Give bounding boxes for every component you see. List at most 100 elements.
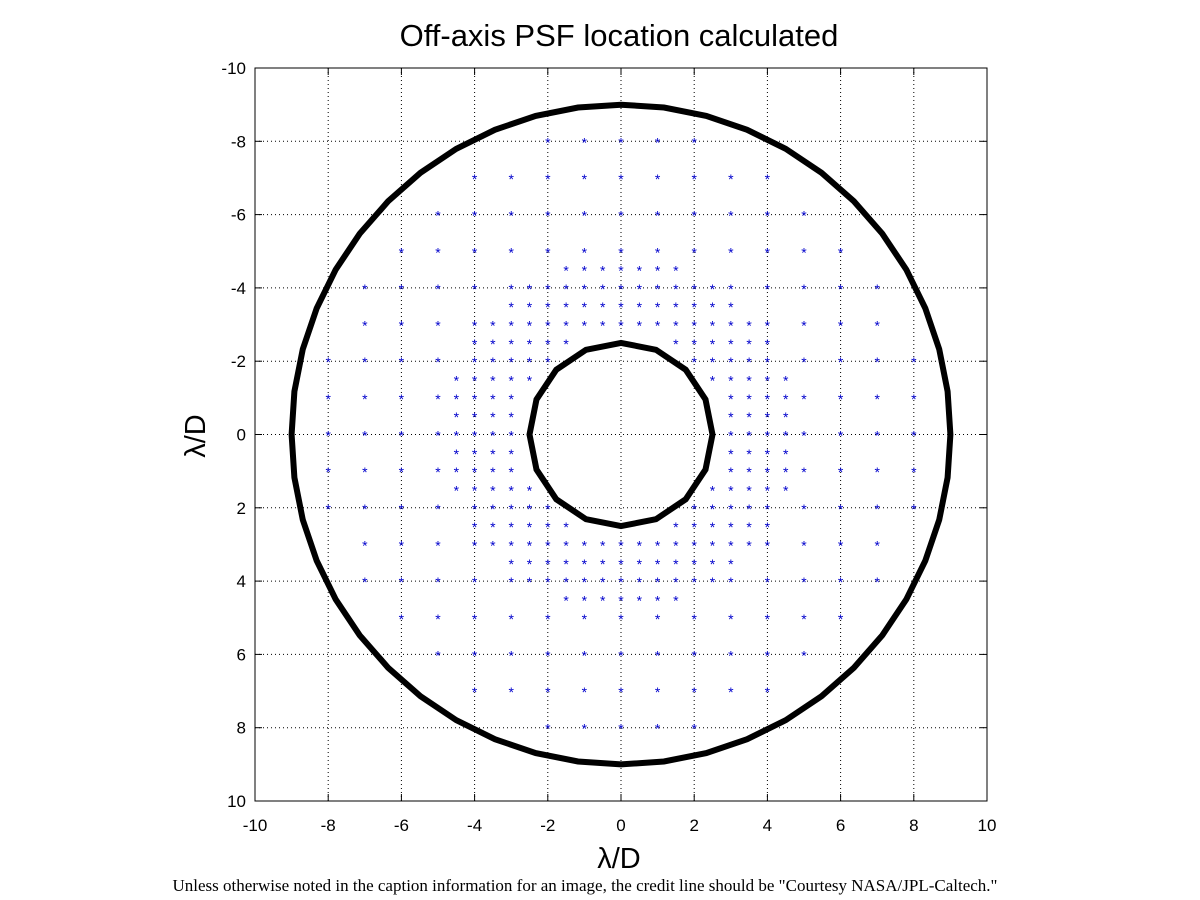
psf-point: * bbox=[673, 592, 679, 608]
psf-point: * bbox=[545, 281, 551, 297]
x-tick-label: 0 bbox=[616, 816, 625, 835]
psf-point: * bbox=[637, 592, 643, 608]
psf-point: * bbox=[691, 281, 697, 297]
psf-point: * bbox=[527, 574, 533, 590]
psf-point: * bbox=[691, 611, 697, 627]
y-tick-label: 10 bbox=[227, 792, 246, 811]
psf-point: * bbox=[563, 263, 569, 279]
psf-point: * bbox=[728, 611, 734, 627]
psf-point: * bbox=[582, 244, 588, 260]
psf-point: * bbox=[801, 281, 807, 297]
psf-point: * bbox=[801, 428, 807, 444]
psf-point: * bbox=[673, 299, 679, 315]
psf-point: * bbox=[783, 464, 789, 480]
y-tick-label: -8 bbox=[231, 132, 246, 151]
psf-point: * bbox=[527, 519, 533, 535]
psf-point: * bbox=[874, 281, 880, 297]
psf-point: * bbox=[618, 611, 624, 627]
psf-point: * bbox=[673, 574, 679, 590]
psf-point: * bbox=[874, 318, 880, 334]
psf-point: * bbox=[435, 464, 441, 480]
psf-point: * bbox=[838, 611, 844, 627]
psf-point: * bbox=[582, 592, 588, 608]
psf-point: * bbox=[765, 537, 771, 553]
psf-point: * bbox=[490, 428, 496, 444]
psf-point: * bbox=[325, 354, 331, 370]
psf-point: * bbox=[637, 281, 643, 297]
psf-point: * bbox=[765, 391, 771, 407]
x-tick-label: -2 bbox=[540, 816, 555, 835]
psf-point: * bbox=[563, 574, 569, 590]
psf-point: * bbox=[728, 647, 734, 663]
psf-point: * bbox=[545, 556, 551, 572]
psf-point: * bbox=[435, 354, 441, 370]
psf-point: * bbox=[490, 482, 496, 498]
psf-point: * bbox=[618, 263, 624, 279]
psf-point: * bbox=[673, 336, 679, 352]
psf-point: * bbox=[710, 574, 716, 590]
psf-point: * bbox=[838, 428, 844, 444]
psf-point: * bbox=[508, 409, 514, 425]
axis-ticks: -10 -8 -6 -4 -2 0 2 4 6 8 10 -10 -8 -6 -4 -2 0 2 4 6 8 10 bbox=[221, 59, 996, 835]
psf-point: * bbox=[618, 574, 624, 590]
psf-point: * bbox=[472, 208, 478, 224]
psf-point: * bbox=[691, 171, 697, 187]
psf-point: * bbox=[783, 391, 789, 407]
x-tick-label: -4 bbox=[467, 816, 482, 835]
psf-point: * bbox=[728, 556, 734, 572]
psf-point: * bbox=[673, 537, 679, 553]
psf-point: * bbox=[637, 556, 643, 572]
psf-point: * bbox=[874, 391, 880, 407]
psf-point: * bbox=[691, 134, 697, 150]
psf-point: * bbox=[728, 299, 734, 315]
psf-point: * bbox=[472, 171, 478, 187]
psf-point: * bbox=[655, 611, 661, 627]
psf-point: * bbox=[746, 482, 752, 498]
psf-point: * bbox=[508, 391, 514, 407]
psf-point: * bbox=[508, 647, 514, 663]
psf-point: * bbox=[527, 354, 533, 370]
psf-point: * bbox=[746, 409, 752, 425]
psf-point: * bbox=[783, 428, 789, 444]
psf-point: * bbox=[728, 354, 734, 370]
psf-point: * bbox=[746, 318, 752, 334]
psf-point: * bbox=[600, 574, 606, 590]
psf-point: * bbox=[801, 574, 807, 590]
psf-point: * bbox=[472, 647, 478, 663]
psf-point: * bbox=[637, 263, 643, 279]
psf-point: * bbox=[911, 464, 917, 480]
psf-point: * bbox=[637, 299, 643, 315]
psf-point: * bbox=[765, 318, 771, 334]
psf-point: * bbox=[454, 391, 460, 407]
x-tick-label: 10 bbox=[978, 816, 997, 835]
psf-point: * bbox=[435, 611, 441, 627]
psf-point: * bbox=[838, 244, 844, 260]
psf-point: * bbox=[911, 391, 917, 407]
psf-point: * bbox=[362, 464, 368, 480]
psf-point: * bbox=[801, 318, 807, 334]
psf-point: * bbox=[874, 501, 880, 517]
psf-point: * bbox=[399, 464, 405, 480]
x-tick-label: -8 bbox=[321, 816, 336, 835]
psf-point: * bbox=[838, 464, 844, 480]
psf-point: * bbox=[545, 336, 551, 352]
psf-point: * bbox=[765, 501, 771, 517]
psf-point: * bbox=[399, 574, 405, 590]
psf-point: * bbox=[472, 318, 478, 334]
psf-point: * bbox=[545, 519, 551, 535]
psf-point: * bbox=[508, 318, 514, 334]
psf-point: * bbox=[673, 263, 679, 279]
psf-point: * bbox=[728, 537, 734, 553]
psf-point: * bbox=[435, 428, 441, 444]
psf-point: * bbox=[655, 134, 661, 150]
psf-point: * bbox=[728, 409, 734, 425]
psf-point: * bbox=[472, 373, 478, 389]
psf-point: * bbox=[545, 134, 551, 150]
psf-point: * bbox=[801, 501, 807, 517]
psf-point: * bbox=[527, 556, 533, 572]
psf-point: * bbox=[710, 482, 716, 498]
psf-point: * bbox=[490, 318, 496, 334]
psf-point: * bbox=[637, 318, 643, 334]
psf-point: * bbox=[454, 428, 460, 444]
y-tick-label: 4 bbox=[237, 572, 246, 591]
